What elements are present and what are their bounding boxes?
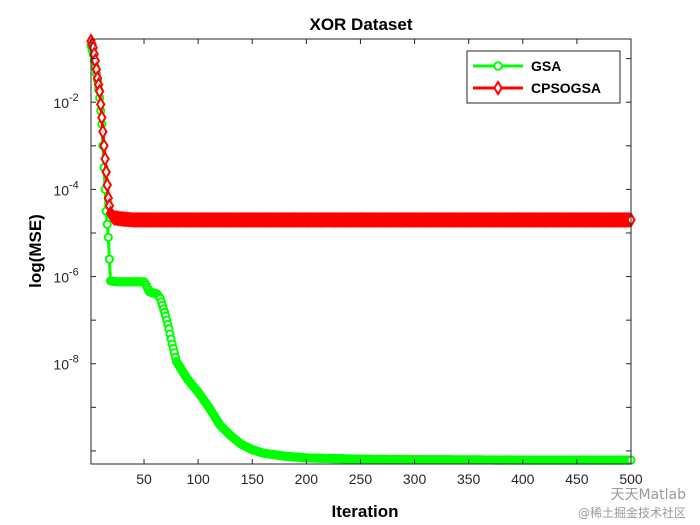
data-point (104, 254, 114, 264)
y-tick-label: 10 (53, 182, 69, 198)
legend-item-gsa: GSA (473, 58, 561, 74)
legend-item-cpsogsa: CPSOGSA (473, 80, 601, 96)
data-point (100, 150, 110, 167)
watermark: 天天Matlab @稀土掘金技术社区 (536, 484, 686, 521)
legend-label: CPSOGSA (531, 80, 601, 96)
legend-swatch-marker (493, 80, 503, 96)
y-tick-label-exponent: -2 (69, 92, 79, 104)
plot-area (91, 39, 631, 464)
watermark-line-1: 天天Matlab (610, 487, 686, 503)
series-cpsogsa (86, 33, 636, 228)
x-tick-label: 200 (295, 471, 319, 487)
x-tick-label: 400 (511, 471, 535, 487)
series-gsa (86, 40, 636, 465)
watermark-line-2: @稀土掘金技术社区 (577, 506, 686, 520)
x-tick-label: 50 (136, 471, 152, 487)
x-tick-label: 250 (349, 471, 373, 487)
legend-label: GSA (531, 58, 561, 74)
y-tick-label: 10 (53, 357, 69, 373)
legend: GSA CPSOGSA (466, 50, 621, 104)
data-point (98, 123, 108, 140)
axes-box (90, 38, 632, 465)
data-point (94, 83, 105, 100)
x-tick-label: 500 (619, 471, 643, 487)
series-markers-cpsogsa (86, 33, 636, 228)
data-point (95, 96, 106, 113)
chart-title: XOR Dataset (310, 15, 413, 34)
x-tick-label: 450 (565, 471, 589, 487)
data-point (103, 232, 113, 242)
x-tick-label: 100 (186, 471, 210, 487)
data-point (101, 164, 111, 180)
data-point (102, 219, 112, 229)
y-tick-label: 10 (53, 95, 69, 111)
data-point (99, 137, 109, 154)
y-tick-label: 10 (53, 270, 69, 286)
data-point (102, 177, 112, 193)
x-tick-label: 350 (457, 471, 481, 487)
y-tick-label-exponent: -4 (69, 179, 79, 191)
y-axis-title: log(MSE) (26, 214, 45, 288)
legend-box (466, 50, 621, 104)
y-tick-label-exponent: -8 (69, 354, 79, 366)
series-markers-gsa (86, 40, 636, 465)
y-tick-label-exponent: -6 (69, 267, 79, 279)
x-tick-label: 300 (403, 471, 427, 487)
x-tick-label: 150 (241, 471, 265, 487)
series-layer (86, 33, 636, 465)
legend-swatch-marker (493, 61, 503, 71)
x-axis-title: Iteration (331, 502, 398, 521)
data-point (97, 109, 107, 126)
